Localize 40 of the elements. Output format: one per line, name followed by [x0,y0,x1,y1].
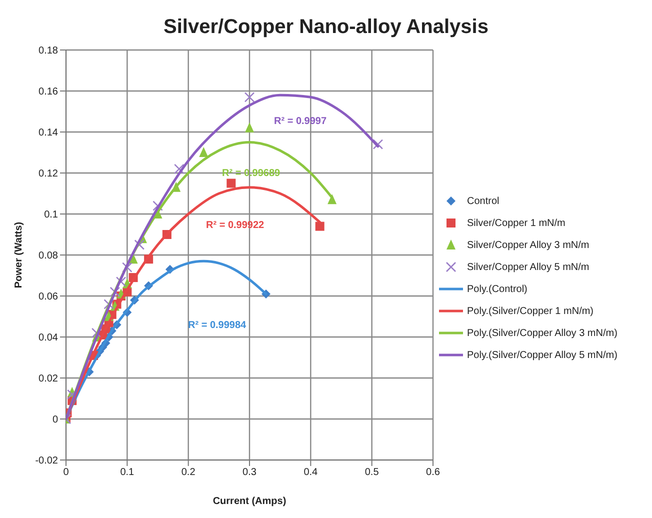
point [245,122,254,132]
y-tick-label: 0.16 [38,86,58,98]
x-tick-label: 0.1 [120,467,135,478]
x-tick-label: 0.3 [242,467,257,478]
legend-label: Silver/Copper 1 mN/m [467,218,566,228]
point [244,92,255,102]
point [174,164,184,174]
y-tick-label: 0.12 [38,168,58,180]
legend-label: Control [467,196,500,206]
point [199,147,208,157]
legend-label: Poly.(Control) [467,284,528,294]
y-tick-label: 0.04 [38,332,58,344]
legend-label: Poly.(Silver/Copper Alloy 5 mN/m) [467,350,618,360]
legend-label: Silver/Copper Alloy 5 mN/m [467,262,590,272]
y-tick-label: 0.08 [38,250,58,262]
point [110,286,120,298]
point [315,222,324,231]
annotation: R² = 0.99984 [188,320,246,331]
x-tick-label: 0.2 [181,467,196,478]
x-axis-title: Current (Amps) [212,496,286,507]
y-tick-label: 0.02 [38,374,58,385]
y-tick-label: -0.02 [35,456,58,467]
x-tick-label: 0.4 [304,467,318,478]
y-tick-label: 0 [52,414,58,426]
x-tick-label: 0 [63,467,70,478]
y-tick-label: 0.14 [38,128,58,139]
point [122,262,132,272]
x-tick-label: 0.6 [426,467,440,478]
y-tick-label: 0.18 [38,46,58,57]
chart-title: Silver/Copper Nano-alloy Analysis [162,15,490,40]
y-tick-label: 0.1 [44,210,58,221]
y-tick-label: 0.06 [38,292,58,303]
point [372,139,384,150]
legend-label: Silver/Copper Alloy 3 mN/m [467,240,590,250]
legend-label: Poly.(Silver/Copper 1 mN/m) [467,306,594,316]
legend-label: Poly.(Silver/Copper Alloy 3 mN/m) [467,328,618,338]
point [226,178,236,188]
y-axis-title: Power (Watts) [14,222,25,288]
x-tick-label: 0.5 [364,467,380,478]
point [104,299,114,310]
